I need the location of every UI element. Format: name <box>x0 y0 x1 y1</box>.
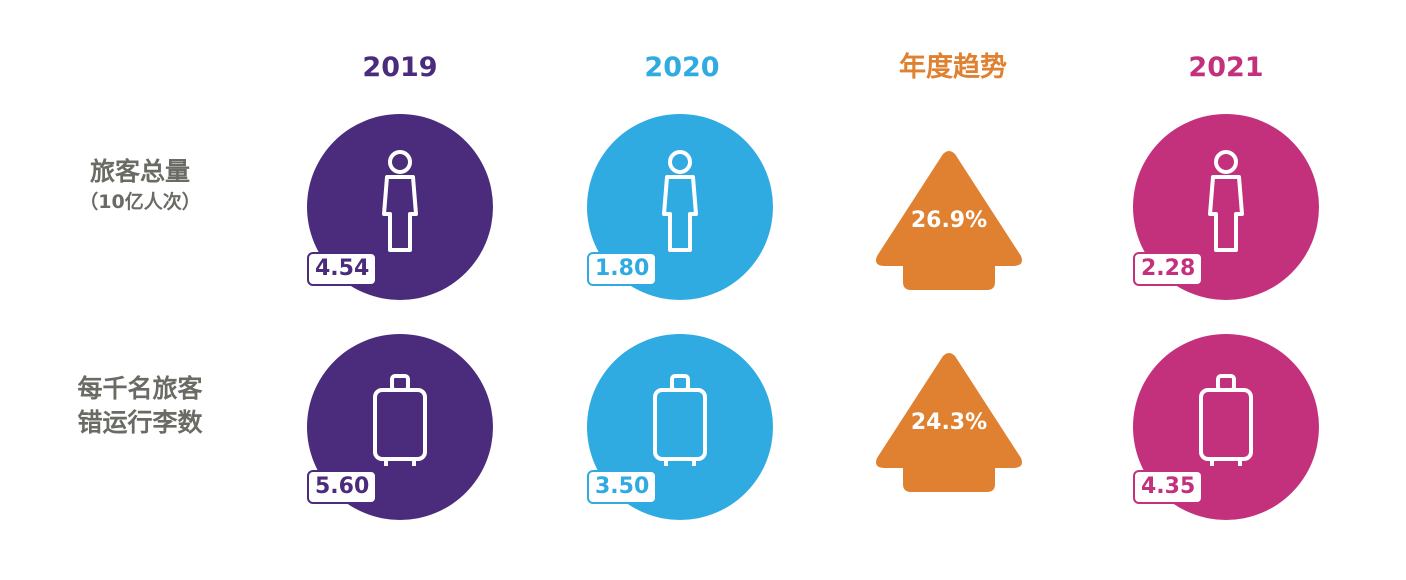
baggage-label-line2: 错运行李数 <box>77 408 203 437</box>
trend-arrow-passengers: 26.9% <box>873 150 1025 292</box>
value-badge-passengers-2019: 4.54 <box>307 252 378 286</box>
up-arrow-icon <box>876 353 1022 492</box>
suitcase-icon <box>373 374 427 466</box>
header-2019: 2019 <box>362 52 438 83</box>
value-badge-baggage-2019: 5.60 <box>307 470 378 504</box>
person-icon <box>382 150 418 252</box>
header-2021: 2021 <box>1188 52 1264 83</box>
trend-arrow-baggage: 24.3% <box>873 352 1025 494</box>
header-trend: 年度趋势 <box>899 52 1007 83</box>
circle-passengers-2019: 4.54 <box>307 114 493 300</box>
trend-percent-passengers: 26.9% <box>910 208 988 233</box>
baggage-label-line1: 每千名旅客 <box>77 374 203 403</box>
person-icon <box>662 150 698 252</box>
person-icon <box>1208 150 1244 252</box>
value-badge-passengers-2020: 1.80 <box>587 252 658 286</box>
circle-passengers-2021: 2.28 <box>1133 114 1319 300</box>
suitcase-icon <box>1199 374 1253 466</box>
circle-baggage-2020: 3.50 <box>587 334 773 520</box>
value-badge-passengers-2021: 2.28 <box>1133 252 1204 286</box>
value-badge-baggage-2021: 4.35 <box>1133 470 1204 504</box>
passengers-unit: （10亿人次） <box>79 191 201 213</box>
circle-baggage-2019: 5.60 <box>307 334 493 520</box>
header-2020: 2020 <box>644 52 720 83</box>
trend-percent-baggage: 24.3% <box>910 410 988 435</box>
row-label-baggage: 每千名旅客 错运行李数 <box>40 372 240 440</box>
value-badge-baggage-2020: 3.50 <box>587 470 658 504</box>
circle-passengers-2020: 1.80 <box>587 114 773 300</box>
up-arrow-icon <box>876 151 1022 290</box>
passengers-label: 旅客总量 <box>89 157 190 186</box>
suitcase-icon <box>653 374 707 466</box>
row-label-passengers: 旅客总量 （10亿人次） <box>40 155 240 215</box>
circle-baggage-2021: 4.35 <box>1133 334 1319 520</box>
